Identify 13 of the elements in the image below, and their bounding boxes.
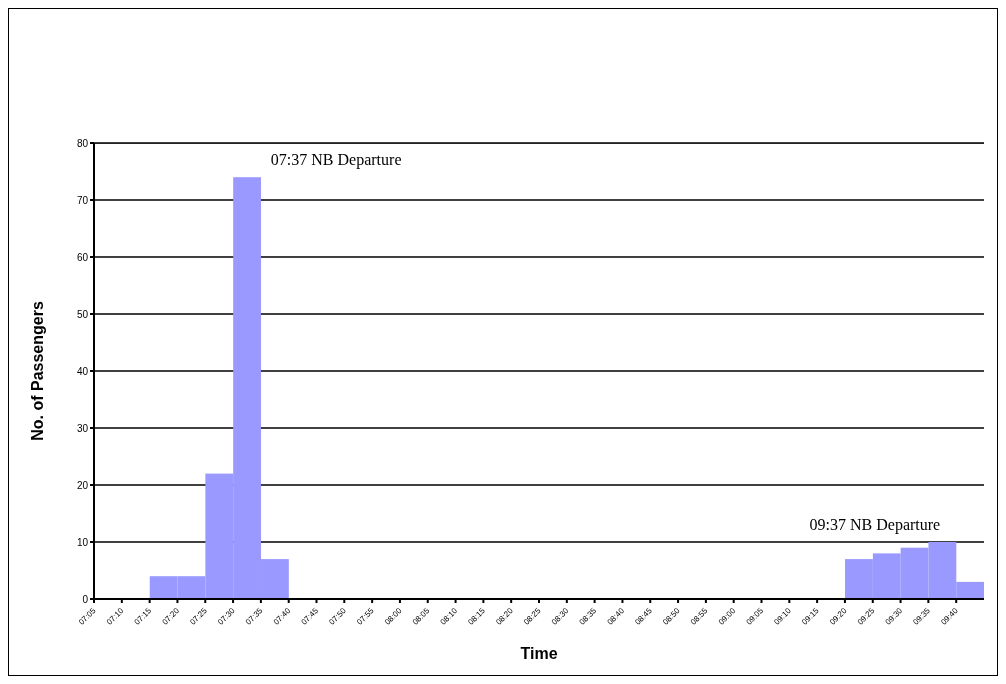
y-tick-label: 70 [76,194,89,206]
y-tick-label: 60 [76,251,89,263]
y-tick-label: 0 [82,593,89,605]
y-tick-label: 80 [76,137,89,149]
y-tick-label: 10 [76,536,89,548]
x-axis-title: Time [520,645,558,662]
y-tick-label: 20 [76,479,89,491]
y-axis-title: No. of Passengers [28,301,46,441]
y-tick-label: 30 [76,422,89,434]
y-tick-label: 50 [76,308,89,320]
annotation: 09:37 NB Departure [809,516,941,534]
annotation: 07:37 NB Departure [270,151,402,170]
y-tick-label: 40 [76,365,89,377]
